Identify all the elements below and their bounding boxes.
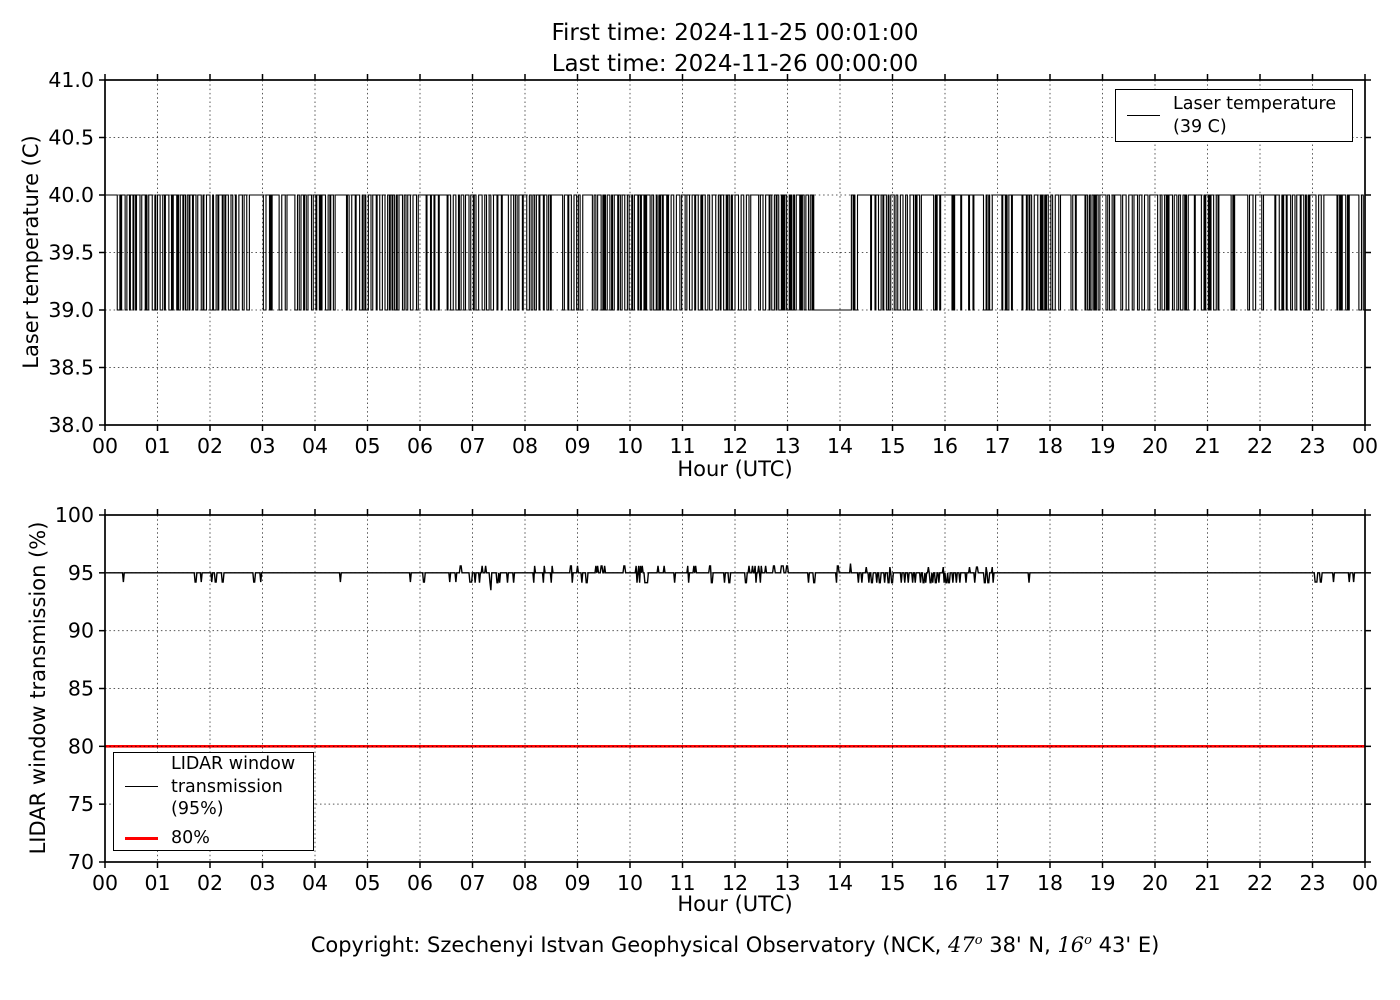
x-tick-label: 01: [144, 871, 170, 895]
transmission-plot-xlabel: Hour (UTC): [677, 892, 793, 916]
degree-symbol: o: [1084, 933, 1092, 948]
y-tick-label: 70: [68, 850, 94, 874]
x-tick-label: 07: [459, 434, 485, 458]
x-tick-label: 17: [984, 434, 1010, 458]
x-tick-label: 13: [774, 434, 800, 458]
x-tick-label: 02: [197, 871, 223, 895]
x-tick-label: 12: [722, 434, 748, 458]
x-tick-label: 09: [564, 871, 590, 895]
x-tick-label: 00: [1352, 871, 1378, 895]
x-tick-label: 23: [1299, 871, 1325, 895]
red-line-sample-icon: [125, 837, 158, 841]
y-tick-label: 80: [68, 734, 94, 758]
x-tick-label: 20: [1142, 434, 1168, 458]
legend-entry-transmission: LIDAR window transmission (95%): [114, 753, 313, 820]
x-tick-label: 05: [354, 871, 380, 895]
y-tick-label: 39.0: [48, 298, 94, 322]
x-tick-label: 10: [617, 434, 643, 458]
x-tick-label: 00: [1352, 434, 1378, 458]
legend-label: Laser temperature (39 C): [1173, 94, 1337, 137]
x-tick-label: 14: [827, 434, 853, 458]
copyright-line: Copyright: Szechenyi Istvan Geophysical …: [105, 933, 1365, 957]
x-tick-label: 21: [1194, 434, 1220, 458]
y-tick-label: 40.5: [48, 126, 94, 150]
x-tick-label: 11: [669, 871, 695, 895]
x-tick-label: 04: [302, 434, 328, 458]
x-tick-label: 03: [249, 434, 275, 458]
x-tick-label: 08: [512, 871, 538, 895]
x-tick-label: 19: [1089, 871, 1115, 895]
x-tick-label: 00: [92, 434, 118, 458]
legend-entry-80-percent: 80%: [114, 827, 313, 849]
copyright-text: Copyright: Szechenyi Istvan Geophysical …: [310, 933, 948, 957]
x-tick-label: 17: [984, 871, 1010, 895]
x-tick-label: 06: [407, 434, 433, 458]
x-tick-label: 15: [879, 871, 905, 895]
x-tick-label: 13: [774, 871, 800, 895]
degree-symbol: o: [974, 933, 983, 948]
x-tick-label: 07: [459, 871, 485, 895]
x-tick-label: 21: [1194, 871, 1220, 895]
transmission-plot-legend: LIDAR window transmission (95%) 80%: [113, 752, 314, 851]
x-tick-label: 08: [512, 434, 538, 458]
y-tick-label: 39.5: [48, 241, 94, 265]
x-tick-label: 16: [932, 871, 958, 895]
x-tick-label: 18: [1037, 434, 1063, 458]
legend-label: 80%: [171, 828, 210, 849]
x-tick-label: 01: [144, 434, 170, 458]
legend-label: LIDAR window transmission (95%): [171, 754, 296, 819]
x-tick-label: 23: [1299, 434, 1325, 458]
laser-temperature-series: [105, 194, 1366, 311]
figure-title-line2: Last time: 2024-11-26 00:00:00: [551, 51, 919, 77]
x-tick-label: 10: [617, 871, 643, 895]
transmission-plot-ylabel: LIDAR window transmission (%): [26, 521, 50, 855]
transmission-series: [105, 563, 1365, 591]
latitude-degrees: 47: [947, 933, 975, 957]
x-tick-label: 12: [722, 871, 748, 895]
y-tick-label: 38.5: [48, 356, 94, 380]
legend-entry-laser-temperature: Laser temperature (39 C): [1116, 93, 1352, 138]
x-tick-label: 04: [302, 871, 328, 895]
x-tick-label: 14: [827, 871, 853, 895]
x-tick-label: 18: [1037, 871, 1063, 895]
figure-title: First time: 2024-11-25 00:01:00 Last tim…: [105, 18, 1365, 80]
black-line-sample-icon: [1127, 115, 1160, 116]
laser-plot-ylabel: Laser temperature (C): [19, 135, 43, 369]
x-tick-label: 20: [1142, 871, 1168, 895]
x-tick-label: 05: [354, 434, 380, 458]
y-tick-label: 95: [68, 561, 94, 585]
x-tick-label: 16: [932, 434, 958, 458]
x-tick-label: 00: [92, 871, 118, 895]
figure-title-line1: First time: 2024-11-25 00:01:00: [551, 20, 919, 46]
x-tick-label: 22: [1247, 434, 1273, 458]
latitude-minutes: 38' N,: [982, 933, 1058, 957]
black-line-sample-icon: [125, 786, 158, 788]
x-tick-label: 11: [669, 434, 695, 458]
y-tick-label: 38.0: [48, 413, 94, 437]
y-tick-label: 100: [55, 503, 94, 527]
x-tick-label: 06: [407, 871, 433, 895]
y-tick-label: 85: [68, 677, 94, 701]
longitude-minutes: 43' E): [1092, 933, 1160, 957]
x-tick-label: 03: [249, 871, 275, 895]
x-tick-label: 22: [1247, 871, 1273, 895]
laser-plot-xlabel: Hour (UTC): [677, 457, 793, 481]
x-tick-label: 19: [1089, 434, 1115, 458]
laser-plot-legend: Laser temperature (39 C): [1115, 89, 1353, 142]
y-tick-label: 41.0: [48, 68, 94, 92]
x-tick-label: 09: [564, 434, 590, 458]
y-tick-label: 40.0: [48, 183, 94, 207]
x-tick-label: 02: [197, 434, 223, 458]
longitude-degrees: 16: [1057, 933, 1085, 957]
y-tick-label: 90: [68, 619, 94, 643]
x-tick-label: 15: [879, 434, 905, 458]
y-tick-label: 75: [68, 792, 94, 816]
